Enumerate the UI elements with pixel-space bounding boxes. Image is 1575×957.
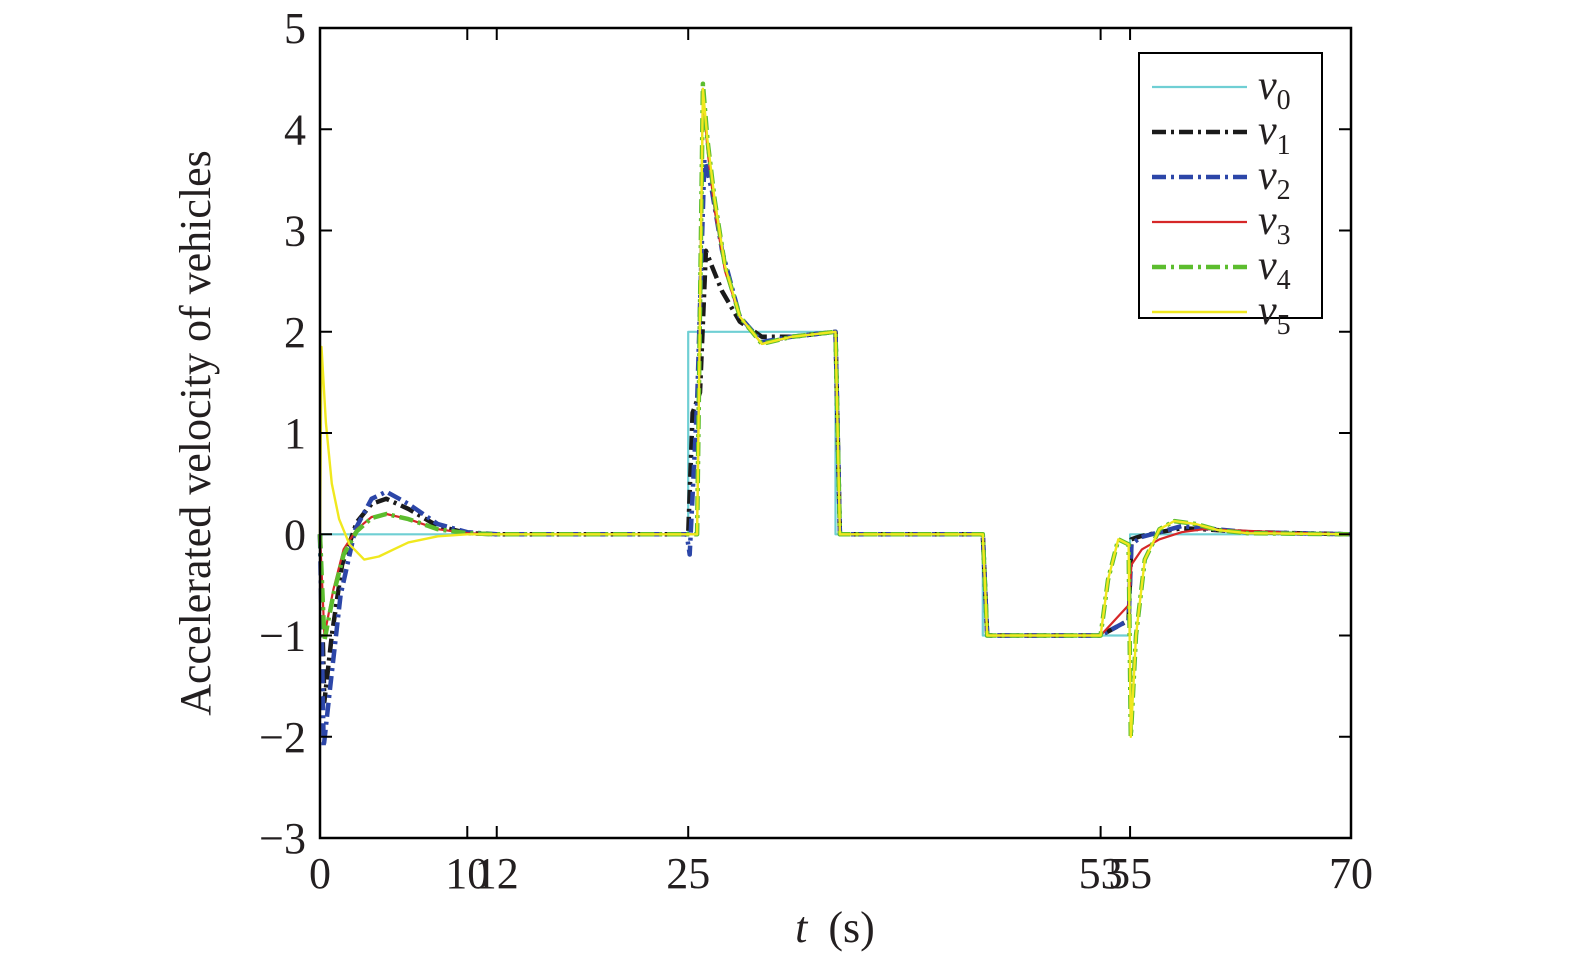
legend-label: v1	[1258, 108, 1291, 161]
y-tick-label: 5	[284, 4, 306, 53]
y-tick-label: −3	[259, 814, 306, 863]
legend-label-name: v	[1258, 108, 1277, 154]
legend-label-name: v	[1258, 63, 1277, 109]
x-tick-label: 0	[309, 849, 331, 898]
x-tick-label: 53	[1079, 849, 1123, 898]
series-line-v1	[317, 248, 1352, 704]
y-tick-label: 0	[284, 510, 306, 559]
x-tick-label: 12	[475, 849, 519, 898]
y-axis-label: Accelerated velocity of vehicles	[171, 150, 220, 716]
legend-label-subscript: 4	[1277, 265, 1291, 296]
legend-label: v5	[1258, 288, 1291, 341]
x-tick-label: 55	[1108, 849, 1152, 898]
x-tick-label: 25	[666, 849, 710, 898]
legend-label-name: v	[1258, 153, 1277, 199]
legend-label: v0	[1258, 63, 1291, 116]
legend-label-name: v	[1258, 288, 1277, 334]
legend-label-subscript: 5	[1277, 310, 1291, 341]
series-line-v5	[318, 87, 1352, 738]
legend-label: v3	[1258, 198, 1291, 251]
plot-lines	[317, 81, 1352, 750]
x-tick-label: 10	[445, 849, 489, 898]
y-tick-label: 3	[284, 207, 306, 256]
y-tick-label: −2	[259, 713, 306, 762]
y-tick-label: 4	[284, 105, 306, 154]
x-tick-label: 70	[1329, 849, 1373, 898]
axis-ticks	[319, 27, 1352, 839]
y-tick-label: 2	[284, 308, 306, 357]
legend-box	[1138, 52, 1323, 319]
x-axis-label: t (s)	[795, 903, 875, 952]
y-tick-label: −1	[259, 612, 306, 661]
x-axis-variable: t	[795, 903, 809, 952]
legend-label: v4	[1258, 243, 1291, 296]
y-tick-label: 1	[284, 409, 306, 458]
legend-label-name: v	[1258, 198, 1277, 244]
legend-label-name: v	[1258, 243, 1277, 289]
legend-label-subscript: 3	[1277, 220, 1291, 251]
legend-label-subscript: 1	[1277, 130, 1291, 161]
legend-label-subscript: 2	[1277, 175, 1291, 206]
x-axis-unit: (s)	[828, 903, 874, 952]
legend-label-subscript: 0	[1277, 85, 1291, 116]
legend-label: v2	[1258, 153, 1291, 206]
